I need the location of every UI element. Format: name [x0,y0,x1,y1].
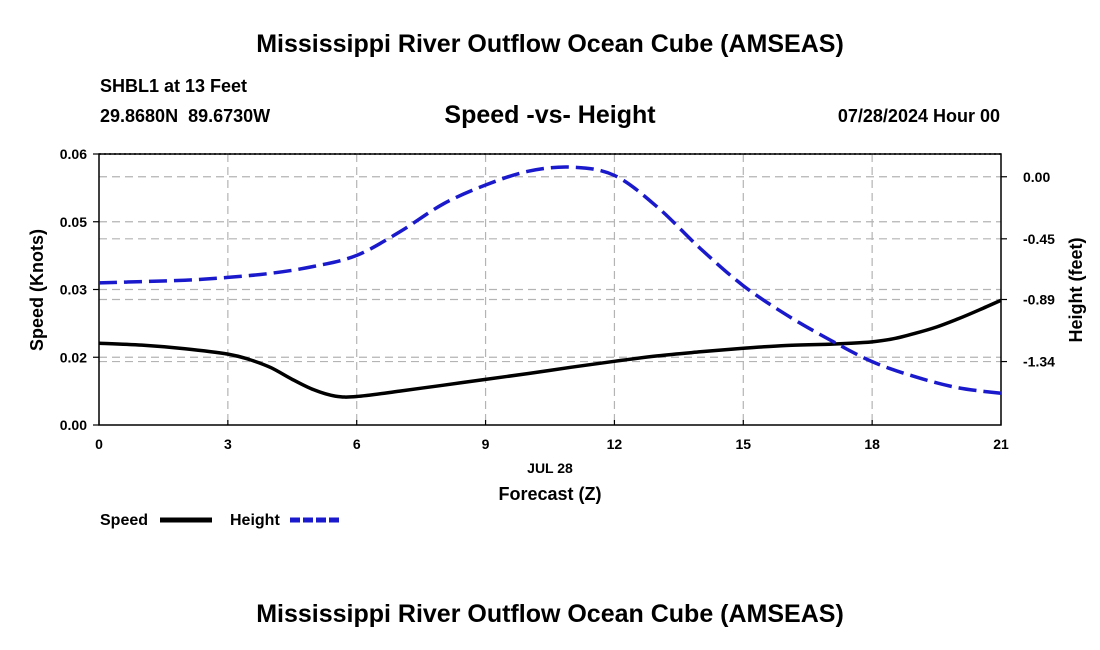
x-tick-label: 6 [353,436,361,452]
y-right-axis-title: Height (feet) [1066,238,1086,343]
series-line-height [98,165,1002,396]
grid-lines [99,154,1001,425]
series-layer [98,165,1002,399]
forecast-datetime: 07/28/2024 Hour 00 [837,106,1000,126]
x-tick-label: 15 [735,436,751,452]
x-tick-label: 18 [864,436,880,452]
y-left-tick-label: 0.00 [60,417,87,433]
y-right-tick-label: -0.45 [1023,231,1055,247]
axis-ticks: 0 3 6 9 12 15 18 21 0.00 0.02 0.03 0.05 0.06 0.00 -0.4… [60,146,1055,452]
y-right-tick-label: -1.34 [1023,354,1055,370]
coordinates-label: 29.8680N 89.6730W [100,106,271,126]
legend-label-height: Height [230,512,280,529]
y-left-tick-label: 0.06 [60,146,87,162]
x-tick-label: 0 [95,436,103,452]
y-right-tick-label: 0.00 [1023,169,1050,185]
x-date-label: JUL 28 [527,460,573,476]
footer-title: Mississippi River Outflow Ocean Cube (AM… [256,600,844,628]
legend-label-speed: Speed [100,512,148,529]
x-tick-label: 12 [607,436,623,452]
y-right-tick-label: -0.89 [1023,291,1055,307]
x-tick-label: 21 [993,436,1009,452]
x-tick-label: 3 [224,436,232,452]
y-left-tick-label: 0.03 [60,282,87,298]
x-tick-label: 9 [482,436,490,452]
y-left-axis-title: Speed (Knots) [27,229,47,351]
y-left-tick-label: 0.05 [60,214,87,230]
chart-subtitle: Speed -vs- Height [444,101,656,129]
series-line-speed [98,298,1002,399]
legend: Speed Height [100,512,342,529]
station-label: SHBL1 at 13 Feet [100,76,248,96]
y-left-tick-label: 0.02 [60,349,87,365]
x-axis-title: Forecast (Z) [498,484,601,504]
chart-main-title: Mississippi River Outflow Ocean Cube (AM… [256,30,844,58]
